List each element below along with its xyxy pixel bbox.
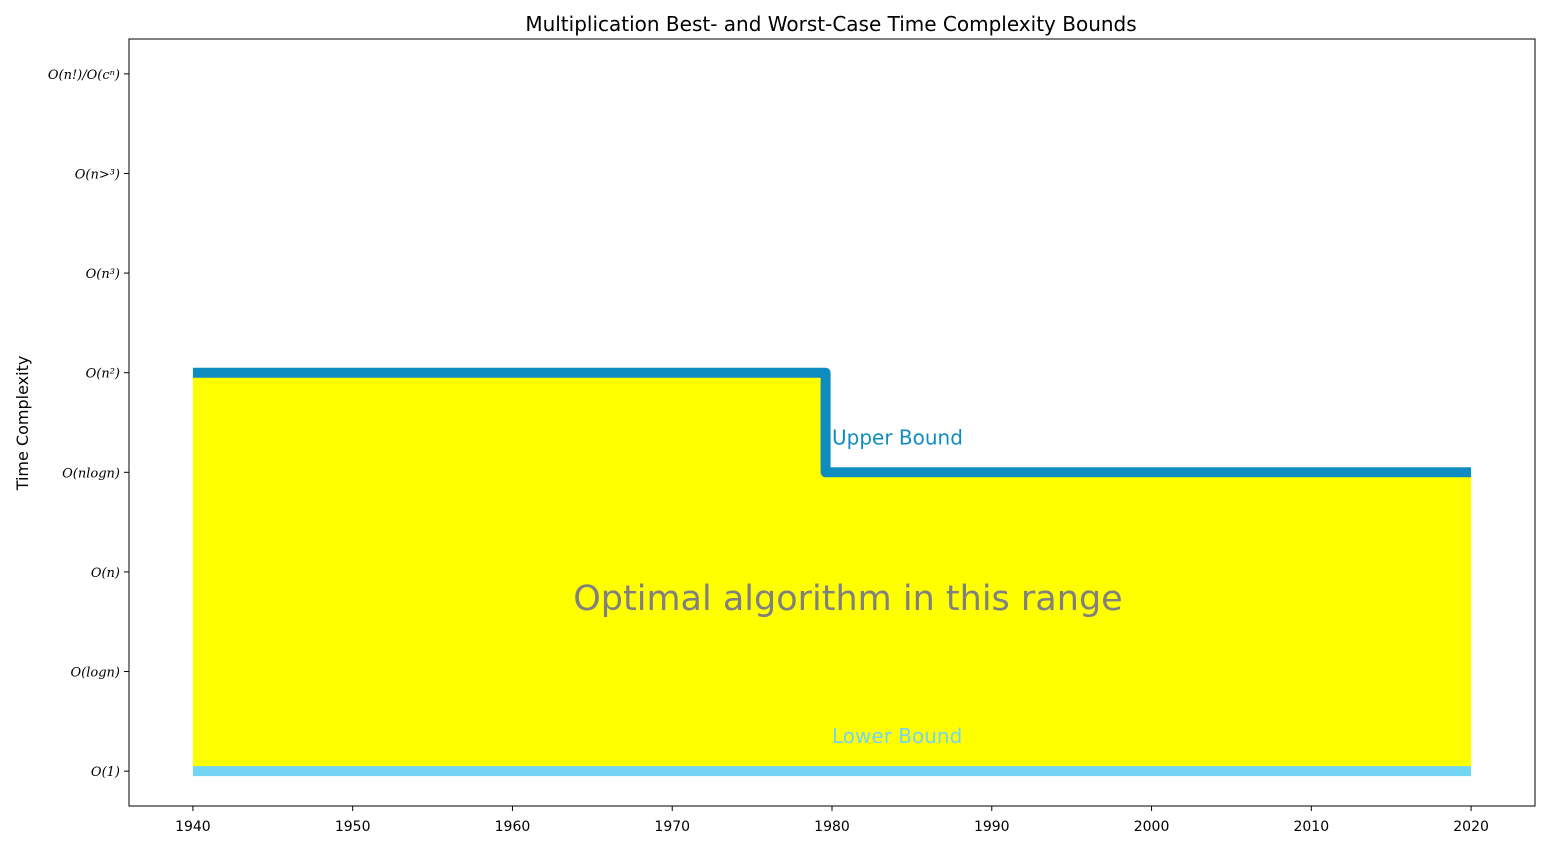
y-tick-label: O(n³) bbox=[86, 267, 120, 282]
y-tick-label: O(1) bbox=[91, 765, 120, 780]
y-tick-label: O(n>³) bbox=[75, 167, 120, 182]
x-tick-label: 2010 bbox=[1293, 819, 1329, 835]
upper-bound-line bbox=[192, 367, 1472, 478]
x-tick-label: 1970 bbox=[654, 819, 690, 835]
x-tick-label: 1980 bbox=[814, 819, 850, 835]
x-tick-label: 1950 bbox=[335, 819, 371, 835]
x-tick-label: 2000 bbox=[1134, 819, 1170, 835]
x-tick-label: 1940 bbox=[175, 819, 211, 835]
annotation-lower: Lower Bound bbox=[832, 724, 962, 748]
chart-title: Multiplication Best- and Worst-Case Time… bbox=[525, 12, 1136, 36]
y-tick-label: O(n!)/O(cⁿ) bbox=[48, 68, 120, 83]
y-tick-label: O(logn) bbox=[71, 666, 120, 681]
y-tick-label: O(nlogn) bbox=[62, 466, 120, 481]
x-tick-label: 2020 bbox=[1453, 819, 1489, 835]
annotation-upper: Upper Bound bbox=[832, 425, 963, 449]
fill-region bbox=[192, 372, 1472, 772]
y-tick-label: O(n) bbox=[91, 566, 120, 581]
x-tick-label: 1990 bbox=[974, 819, 1010, 835]
plot-area: 1940 1950 1960 1970 1980 1990 2000 2010 2020 O(1)… bbox=[48, 38, 1536, 835]
y-tick-label: O(n²) bbox=[86, 367, 120, 382]
annotation-center: Optimal algorithm in this range bbox=[573, 579, 1122, 619]
x-tick-label: 1960 bbox=[495, 819, 531, 835]
y-axis-label: Time Complexity bbox=[13, 356, 32, 492]
